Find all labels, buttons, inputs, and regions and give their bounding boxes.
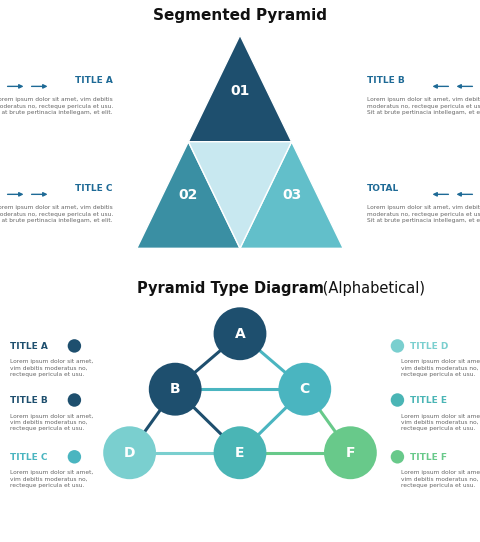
Text: (Alphabetical): (Alphabetical) (318, 281, 425, 296)
Text: C: C (300, 382, 310, 396)
Text: TITLE A: TITLE A (75, 75, 113, 85)
Text: D: D (124, 446, 135, 460)
Ellipse shape (149, 363, 202, 416)
Text: Lorem ipsum dolor sit amet,
vim debitis moderatus no,
recteque pericula et usu.: Lorem ipsum dolor sit amet, vim debitis … (10, 359, 93, 377)
Polygon shape (137, 141, 240, 248)
Ellipse shape (68, 339, 81, 353)
Text: 03: 03 (282, 188, 301, 202)
Polygon shape (240, 141, 343, 248)
Ellipse shape (214, 427, 266, 479)
Polygon shape (188, 141, 291, 248)
Text: TOTAL: TOTAL (367, 184, 399, 192)
Text: Lorem ipsum dolor sit amet,
vim debitis moderatus no,
recteque pericula et usu.: Lorem ipsum dolor sit amet, vim debitis … (401, 470, 480, 488)
Text: TITLE B: TITLE B (10, 396, 48, 405)
Text: 02: 02 (179, 188, 198, 202)
Ellipse shape (68, 450, 81, 463)
Text: Lorem ipsum dolor sit amet,
vim debitis moderatus no,
recteque pericula et usu.: Lorem ipsum dolor sit amet, vim debitis … (10, 470, 93, 488)
Text: Lorem ipsum dolor sit amet, vim debitis
moderatus no, recteque pericula et usu.
: Lorem ipsum dolor sit amet, vim debitis … (367, 205, 480, 223)
Text: TITLE D: TITLE D (410, 342, 449, 351)
Ellipse shape (391, 339, 404, 353)
Text: 01: 01 (230, 84, 250, 98)
Text: TITLE C: TITLE C (75, 184, 113, 192)
Text: Lorem ipsum dolor sit amet,
vim debitis moderatus no,
recteque pericula et usu.: Lorem ipsum dolor sit amet, vim debitis … (10, 414, 93, 431)
Text: Segmented Pyramid: Segmented Pyramid (153, 8, 327, 23)
Text: Pyramid Type Diagram: Pyramid Type Diagram (137, 281, 324, 296)
Text: A: A (235, 327, 245, 341)
Text: B: B (170, 382, 180, 396)
Ellipse shape (391, 450, 404, 463)
Text: Lorem ipsum dolor sit amet,
vim debitis moderatus no,
recteque pericula et usu.: Lorem ipsum dolor sit amet, vim debitis … (401, 414, 480, 431)
Ellipse shape (103, 427, 156, 479)
Text: Lorem ipsum dolor sit amet,
vim debitis moderatus no,
recteque pericula et usu.: Lorem ipsum dolor sit amet, vim debitis … (401, 359, 480, 377)
Text: TITLE E: TITLE E (410, 396, 447, 405)
Text: TITLE B: TITLE B (367, 75, 405, 85)
Text: E: E (235, 446, 245, 460)
Ellipse shape (214, 307, 266, 360)
Text: F: F (346, 446, 355, 460)
Text: TITLE A: TITLE A (10, 342, 48, 351)
Text: Lorem ipsum dolor sit amet, vim debitis
moderatus no, recteque pericula et usu.
: Lorem ipsum dolor sit amet, vim debitis … (367, 97, 480, 115)
Text: TITLE C: TITLE C (10, 453, 47, 462)
Text: TITLE F: TITLE F (410, 453, 447, 462)
Ellipse shape (68, 393, 81, 406)
Ellipse shape (324, 427, 377, 479)
Text: Lorem ipsum dolor sit amet, vim debitis
moderatus no, recteque pericula et usu.
: Lorem ipsum dolor sit amet, vim debitis … (0, 97, 113, 115)
Text: Lorem ipsum dolor sit amet, vim debitis
moderatus no, recteque pericula et usu.
: Lorem ipsum dolor sit amet, vim debitis … (0, 205, 113, 223)
Polygon shape (188, 35, 291, 141)
Ellipse shape (391, 393, 404, 406)
Ellipse shape (278, 363, 331, 416)
